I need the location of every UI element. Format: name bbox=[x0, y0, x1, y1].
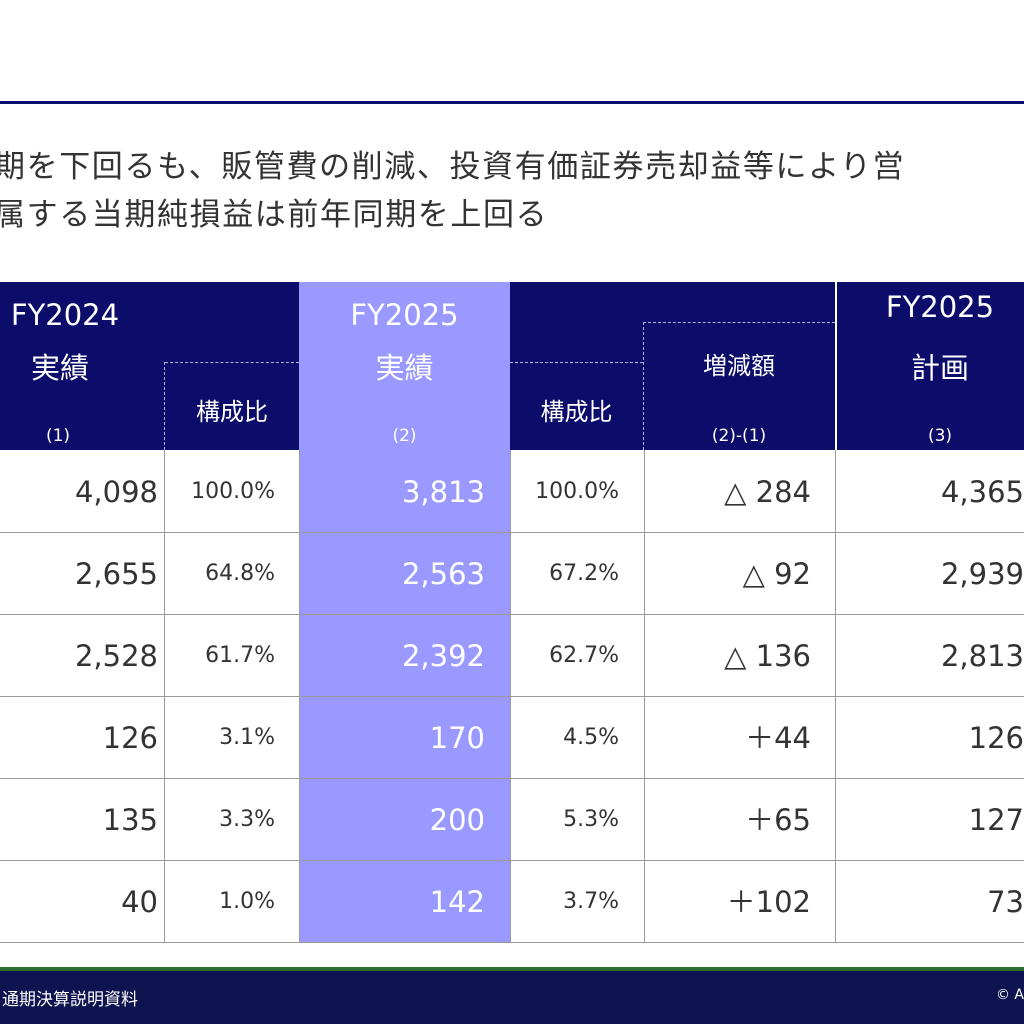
header-fy2025: FY2025 実績 (2) bbox=[299, 282, 510, 450]
cell-fy2024-ratio: 3.3% bbox=[219, 807, 275, 832]
top-rule bbox=[0, 101, 1024, 104]
header-dash bbox=[643, 322, 644, 450]
header-plan-title: FY2025 bbox=[885, 290, 995, 324]
table-row: 2,655 64.8% 2,563 67.2% △ 92 2,939 bbox=[0, 532, 1024, 614]
header-plan-sub: 計画 bbox=[910, 351, 969, 385]
header-fy2025-marker: (2) bbox=[392, 426, 417, 446]
footer: 通期決算説明資料 © A bbox=[0, 971, 1024, 1024]
row-divider bbox=[0, 614, 1024, 615]
header-dash bbox=[643, 322, 835, 323]
headline-line-2: 属する当期純損益は前年同期を上回る bbox=[0, 197, 549, 233]
cell-plan: 126 bbox=[968, 721, 1024, 755]
cell-fy2025-ratio: 67.2% bbox=[549, 561, 619, 586]
cell-plan: 4,365 bbox=[940, 475, 1024, 509]
cell-fy2024: 4,098 bbox=[74, 475, 158, 509]
headline-line-1: 期を下回るも、販管費の削減、投資有価証券売却益等により営 bbox=[0, 149, 906, 185]
cell-diff: △ 284 bbox=[724, 475, 811, 509]
cell-fy2024: 126 bbox=[102, 721, 158, 755]
header-fy2025-ratio: 構成比 bbox=[540, 398, 613, 426]
table-body: 4,098 100.0% 3,813 100.0% △ 284 4,365 2,… bbox=[0, 450, 1024, 942]
cell-fy2025: 2,563 bbox=[401, 557, 485, 591]
header-fy2024: FY2024 実績 (1) 構成比 bbox=[0, 282, 299, 450]
cell-plan: 2,813 bbox=[940, 639, 1024, 673]
header-middle: 構成比 増減額 (2)-(1) bbox=[510, 282, 835, 450]
table-row: 4,098 100.0% 3,813 100.0% △ 284 4,365 bbox=[0, 450, 1024, 532]
table-row: 40 1.0% 142 3.7% ＋102 73 bbox=[0, 860, 1024, 942]
cell-fy2025: 170 bbox=[429, 721, 485, 755]
cell-plan: 2,939 bbox=[940, 557, 1024, 591]
cell-fy2025-ratio: 62.7% bbox=[549, 643, 619, 668]
header-diff: 増減額 bbox=[703, 352, 775, 380]
cell-plan: 73 bbox=[987, 885, 1024, 919]
cell-fy2024: 135 bbox=[102, 803, 158, 837]
header-dash bbox=[164, 362, 165, 450]
table-row: 126 3.1% 170 4.5% ＋44 126 bbox=[0, 696, 1024, 778]
footer-document-title: 通期決算説明資料 bbox=[2, 990, 138, 1010]
cell-fy2025: 200 bbox=[429, 803, 485, 837]
cell-fy2025-ratio: 3.7% bbox=[563, 889, 619, 914]
header-fy2024-title: FY2024 bbox=[10, 298, 120, 332]
cell-fy2024-ratio: 64.8% bbox=[205, 561, 275, 586]
header-fy2025-title: FY2025 bbox=[350, 298, 459, 332]
header-plan: FY2025 計画 (3) bbox=[837, 282, 1024, 450]
footer-copyright: © A bbox=[995, 987, 1024, 1003]
header-fy2025-sub: 実績 bbox=[375, 351, 434, 385]
cell-fy2025-ratio: 100.0% bbox=[535, 479, 619, 504]
row-divider bbox=[0, 532, 1024, 533]
table-bottom-border bbox=[0, 942, 1024, 943]
header-separator bbox=[835, 282, 837, 450]
cell-diff: ＋65 bbox=[745, 803, 811, 837]
cell-fy2024-ratio: 100.0% bbox=[191, 479, 275, 504]
footer-accent-line bbox=[0, 967, 1024, 971]
header-fy2024-ratio: 構成比 bbox=[196, 398, 268, 426]
cell-fy2024: 40 bbox=[121, 885, 158, 919]
headline: 期を下回るも、販管費の削減、投資有価証券売却益等により営 属する当期純損益は前年… bbox=[0, 143, 1024, 239]
header-dash bbox=[510, 362, 643, 363]
header-fy2024-sub: 実績 bbox=[30, 351, 89, 385]
cell-fy2025-ratio: 5.3% bbox=[563, 807, 619, 832]
header-plan-marker: (3) bbox=[927, 426, 953, 446]
header-fy2024-marker: (1) bbox=[45, 426, 71, 446]
cell-fy2025: 2,392 bbox=[401, 639, 485, 673]
cell-fy2025-ratio: 4.5% bbox=[563, 725, 619, 750]
cell-fy2024: 2,528 bbox=[74, 639, 158, 673]
table-row: 2,528 61.7% 2,392 62.7% △ 136 2,813 bbox=[0, 614, 1024, 696]
table-row: 135 3.3% 200 5.3% ＋65 127 bbox=[0, 778, 1024, 860]
row-divider bbox=[0, 696, 1024, 697]
row-divider bbox=[0, 860, 1024, 861]
header-diff-marker: (2)-(1) bbox=[711, 426, 767, 446]
cell-fy2025: 142 bbox=[429, 885, 485, 919]
cell-diff: △ 136 bbox=[724, 639, 811, 673]
cell-plan: 127 bbox=[968, 803, 1024, 837]
cell-fy2024-ratio: 1.0% bbox=[219, 889, 275, 914]
cell-diff: ＋44 bbox=[745, 721, 811, 755]
cell-fy2024-ratio: 3.1% bbox=[219, 725, 275, 750]
cell-fy2024-ratio: 61.7% bbox=[205, 643, 275, 668]
cell-fy2024: 2,655 bbox=[74, 557, 158, 591]
cell-diff: △ 92 bbox=[742, 557, 811, 591]
row-divider bbox=[0, 778, 1024, 779]
cell-fy2025: 3,813 bbox=[401, 475, 485, 509]
cell-diff: ＋102 bbox=[726, 885, 811, 919]
header-dash bbox=[165, 362, 299, 363]
